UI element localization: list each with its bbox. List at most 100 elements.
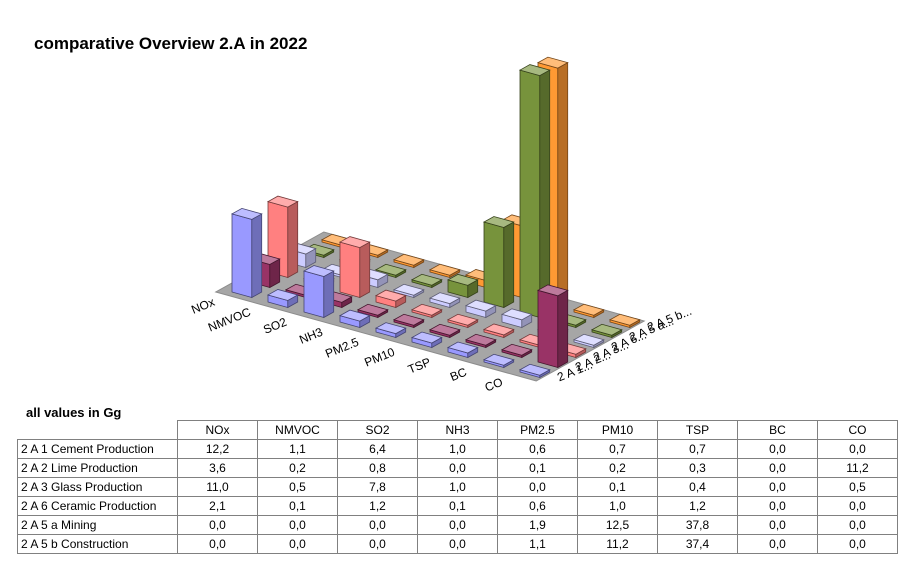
- bar-mark: [410, 331, 443, 349]
- bar-mark: [266, 195, 299, 279]
- table-cell: 7,8: [337, 477, 418, 497]
- table-cell: 0,6: [497, 496, 578, 516]
- table-cell: 0,0: [257, 534, 338, 554]
- series-axis-label: 2 A 5 b...: [645, 304, 694, 334]
- table-cell: 0,2: [257, 458, 338, 478]
- table-row: 2 A 5 a Mining 0,0 0,0 0,0 0,0 1,9 12,5 37,8 0,0…: [17, 515, 898, 535]
- table-row: 2 A 6 Ceramic Production 2,1 0,1 1,2 0,1 0,6 1…: [17, 496, 898, 516]
- table-cell: 0,8: [337, 458, 418, 478]
- table-column-header: NOx: [177, 420, 258, 440]
- category-tick-label: NH3: [297, 325, 325, 347]
- table-cell: 1,2: [337, 496, 418, 516]
- bar-mark: [518, 64, 551, 319]
- bar-mark: [428, 292, 461, 309]
- category-tick-label: TSP: [406, 355, 433, 377]
- bar-mark: [410, 273, 443, 289]
- unit-note: all values in Gg: [26, 405, 122, 420]
- table-row-label: 2 A 3 Glass Production: [17, 477, 178, 497]
- table-cell: 0,0: [337, 515, 418, 535]
- table-cell: 0,1: [417, 496, 498, 516]
- table-cell: 0,0: [177, 534, 258, 554]
- table-cell: 0,1: [497, 458, 578, 478]
- table-column-header: BC: [737, 420, 818, 440]
- table-cell: 0,0: [257, 515, 338, 535]
- table-cell: 1,1: [497, 534, 578, 554]
- table-cell: 0,0: [177, 515, 258, 535]
- bar-mark: [374, 289, 407, 309]
- bar-mark: [500, 308, 533, 329]
- table-corner-cell: [17, 420, 178, 440]
- table-row: 2 A 1 Cement Production 12,2 1,1 6,4 1,0 0,6 0…: [17, 439, 898, 459]
- table-cell: 0,1: [257, 496, 338, 516]
- bar-mark: [464, 299, 497, 319]
- category-tick-label: BC: [448, 365, 469, 384]
- table-cell: 0,3: [657, 458, 738, 478]
- category-tick-label: SO2: [261, 315, 289, 337]
- bar-mark: [428, 323, 461, 339]
- bar-mark: [572, 303, 605, 319]
- bar-mark: [518, 363, 551, 379]
- table-cell: 0,5: [817, 477, 898, 497]
- table-cell: 0,7: [657, 439, 738, 459]
- table-cell: 1,1: [257, 439, 338, 459]
- table-row-label: 2 A 2 Lime Production: [17, 458, 178, 478]
- table-cell: 0,4: [657, 477, 738, 497]
- bar-mark: [392, 283, 425, 299]
- table-cell: 37,8: [657, 515, 738, 535]
- table-cell: 11,2: [577, 534, 658, 554]
- table-cell: 0,0: [737, 496, 818, 516]
- table-cell: 0,1: [577, 477, 658, 497]
- table-row-label: 2 A 1 Cement Production: [17, 439, 178, 459]
- table-cell: 0,0: [737, 458, 818, 478]
- table-column-header: PM10: [577, 420, 658, 440]
- bar-mark: [608, 313, 641, 329]
- table-cell: 0,0: [817, 439, 898, 459]
- bar-mark: [572, 333, 605, 349]
- bar-mark: [392, 313, 425, 329]
- bar-mark: [302, 265, 335, 319]
- table-cell: 0,0: [817, 534, 898, 554]
- bar-mark: [464, 333, 497, 349]
- table-cell: 0,0: [417, 458, 498, 478]
- bar-mark: [230, 207, 263, 299]
- table-column-header: CO: [817, 420, 898, 440]
- table-column-header: NH3: [417, 420, 498, 440]
- table-cell: 11,0: [177, 477, 258, 497]
- data-table: NOx NMVOC SO2 NH3 PM2.5 PM10 TSP BC CO 2 A 1 Cem…: [17, 420, 898, 554]
- table-row-label: 2 A 5 a Mining: [17, 515, 178, 535]
- table-cell: 0,2: [577, 458, 658, 478]
- category-tick-label: NOx: [189, 295, 216, 317]
- table-cell: 0,6: [497, 439, 578, 459]
- table-cell: 1,9: [497, 515, 578, 535]
- table-row: 2 A 2 Lime Production 3,6 0,2 0,8 0,0 0,1 0,2 0…: [17, 458, 898, 478]
- table-cell: 0,7: [577, 439, 658, 459]
- table-cell: 6,4: [337, 439, 418, 459]
- table-cell: 0,0: [417, 515, 498, 535]
- table-header-row: NOx NMVOC SO2 NH3 PM2.5 PM10 TSP BC CO: [17, 420, 898, 440]
- table-cell: 0,5: [257, 477, 338, 497]
- bar-mark: [446, 313, 479, 329]
- table-cell: 1,2: [657, 496, 738, 516]
- bar-mark: [482, 323, 515, 339]
- bar-mark: [500, 343, 533, 359]
- table-cell: 1,0: [577, 496, 658, 516]
- bar-mark: [482, 216, 515, 309]
- table-cell: 0,0: [817, 515, 898, 535]
- table-cell: 37,4: [657, 534, 738, 554]
- bar-mark: [338, 236, 371, 299]
- category-tick-label: PM10: [362, 345, 397, 370]
- bar-mark: [356, 303, 389, 319]
- table-row-label: 2 A 6 Ceramic Production: [17, 496, 178, 516]
- table-cell: 0,0: [337, 534, 418, 554]
- bar-mark: [590, 323, 623, 339]
- table-cell: 0,0: [417, 534, 498, 554]
- table-cell: 1,0: [417, 439, 498, 459]
- table-cell: 0,0: [737, 534, 818, 554]
- table-row: 2 A 3 Glass Production 11,0 0,5 7,8 1,0 0,0 0,…: [17, 477, 898, 497]
- table-cell: 0,0: [737, 439, 818, 459]
- bar-mark: [266, 289, 299, 309]
- table-column-header: NMVOC: [257, 420, 338, 440]
- bar-mark: [446, 273, 479, 299]
- table-cell: 0,0: [497, 477, 578, 497]
- table-cell: 2,1: [177, 496, 258, 516]
